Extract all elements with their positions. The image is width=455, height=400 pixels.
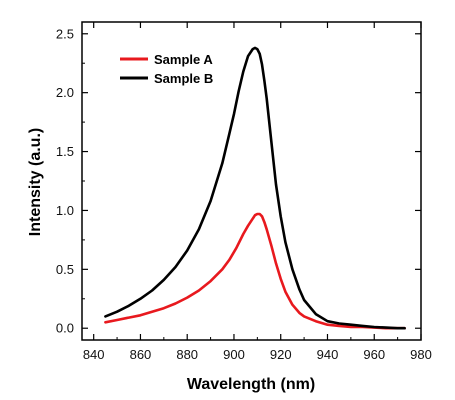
x-tick-label: 880	[176, 347, 198, 362]
y-axis-title: Intensity (a.u.)	[27, 128, 44, 236]
y-tick-label: 1.5	[56, 144, 74, 159]
x-tick-label: 860	[130, 347, 152, 362]
y-tick-label: 1.0	[56, 203, 74, 218]
y-tick-label: 0.0	[56, 321, 74, 336]
y-tick-label: 0.5	[56, 262, 74, 277]
series-line-sample-a	[104, 212, 406, 330]
plot-frame	[81, 21, 422, 341]
legend-label-sample-a: Sample A	[154, 52, 213, 67]
x-tick-label: 960	[363, 347, 385, 362]
series-line-sample-b	[104, 46, 406, 330]
legend-label-sample-b: Sample B	[154, 71, 213, 86]
plot-area: 840 860 880 900 920 940 960 980 0.0 0.5 1.0 1.5 2.0 2…	[56, 21, 432, 362]
x-axis-title: Wavelength (nm)	[187, 376, 315, 393]
x-tick-label: 920	[270, 347, 292, 362]
x-tick-label: 980	[410, 347, 432, 362]
legend: Sample A Sample B	[120, 52, 213, 86]
x-tick-label: 940	[317, 347, 339, 362]
y-tick-label: 2.0	[56, 85, 74, 100]
x-tick-label: 900	[223, 347, 245, 362]
y-tick-label: 2.5	[56, 26, 74, 41]
x-tick-label: 840	[83, 347, 105, 362]
